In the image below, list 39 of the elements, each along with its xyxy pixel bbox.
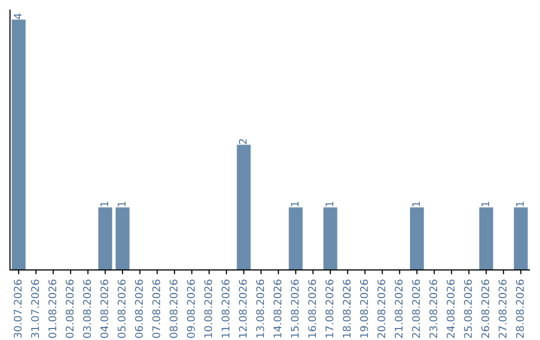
x-tick-label: 06.08.2026 [135,280,143,338]
x-tick-label: 04.08.2026 [100,280,108,338]
data-label: 2 [238,139,247,144]
x-tick-label: 08.08.2026 [170,280,178,338]
x-tick-label: 17.08.2026 [325,280,334,338]
data-label: 1 [326,202,334,206]
x-tick-label: 14.08.2026 [274,280,282,338]
x-tick-label: 01.08.2026 [48,280,56,338]
x-tick-label: 26.08.2026 [481,280,490,338]
x-tick-label: 21.08.2026 [394,280,403,338]
data-label: 1 [100,202,108,206]
x-tick-label: 22.08.2026 [412,280,420,338]
x-tick-label: 20.08.2026 [377,280,386,338]
x-tick-label: 28.08.2026 [516,280,524,338]
x-tick-label: 11.08.2026 [222,280,230,338]
data-label: 1 [118,202,126,206]
data-label: 1 [412,202,420,206]
data-label: 1 [516,202,524,206]
x-tick-label: 07.08.2026 [152,280,160,338]
x-tick-label: 18.08.2026 [342,280,351,338]
x-tick-label: 13.08.2026 [256,280,264,338]
x-tick-label: 16.08.2026 [308,280,316,338]
data-label: 4 [14,14,22,20]
x-tick-label: 12.08.2026 [238,280,247,338]
x-tick-label: 27.08.2026 [498,280,507,338]
x-tick-label: 30.07.2026 [14,280,22,338]
x-tick-label: 31.07.2026 [31,280,39,338]
x-tick-label: 05.08.2026 [118,280,126,338]
data-label: 1 [481,202,490,206]
x-tick-label: 02.08.2026 [66,280,74,338]
x-tick-label: 03.08.2026 [83,280,91,338]
x-tick-label: 10.08.2026 [204,280,212,338]
x-tick-label: 24.08.2026 [446,280,455,338]
x-tick-label: 23.08.2026 [429,280,438,338]
x-tick-label: 15.08.2026 [290,280,299,338]
x-tick-label: 25.08.2026 [464,280,472,338]
x-tick-label: 19.08.2026 [360,280,368,338]
x-tick-label: 09.08.2026 [186,280,195,338]
data-label: 1 [290,202,299,206]
